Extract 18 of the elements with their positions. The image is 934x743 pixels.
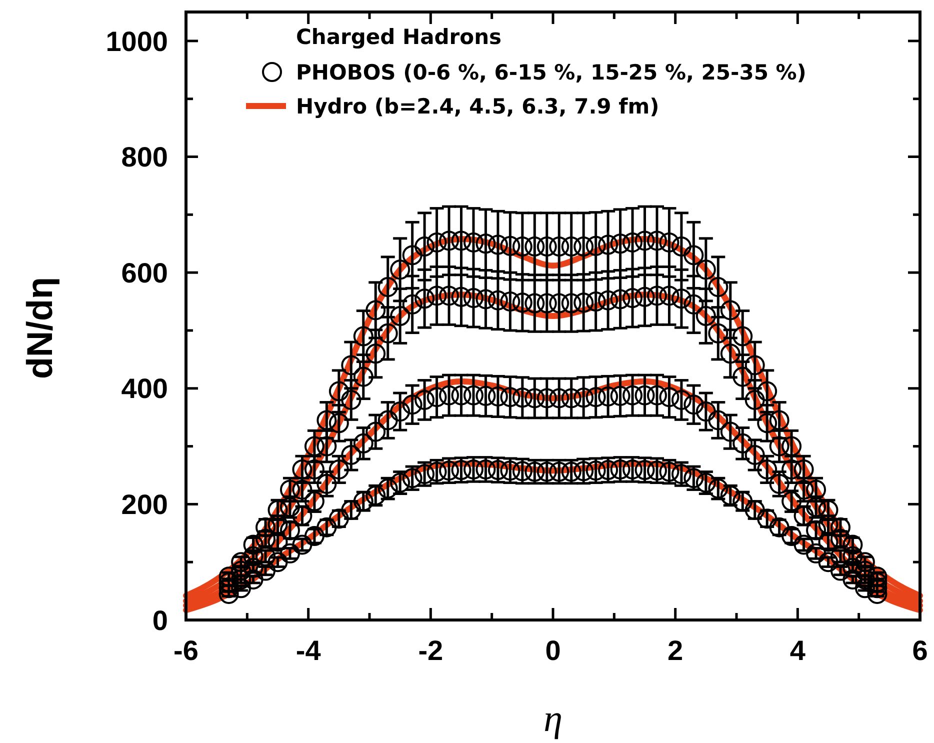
x-tick-label: 2: [668, 635, 684, 666]
x-tick-label: -2: [418, 635, 444, 666]
y-tick-label: 400: [121, 373, 168, 404]
legend-label: Hydro (b=2.4, 4.5, 6.3, 7.9 fm): [296, 94, 660, 118]
y-tick-label: 200: [121, 488, 168, 520]
x-tick-label: -4: [296, 635, 322, 666]
y-tick-label: 600: [121, 257, 168, 288]
y-tick-label: 0: [152, 604, 168, 636]
x-tick-label: -6: [174, 635, 198, 666]
x-tick-label: 4: [790, 635, 806, 666]
x-axis-title: η: [544, 698, 562, 740]
y-tick-label: 1000: [106, 26, 168, 57]
y-axis-title: dN/dη: [19, 277, 60, 379]
x-tick-label: 6: [912, 635, 928, 666]
x-tick-label: 0: [545, 635, 561, 666]
y-tick-label: 800: [121, 142, 168, 173]
legend-title: Charged Hadrons: [296, 25, 502, 49]
legend-label: PHOBOS (0-6 %, 6-15 %, 15-25 %, 25-35 %): [296, 60, 806, 84]
